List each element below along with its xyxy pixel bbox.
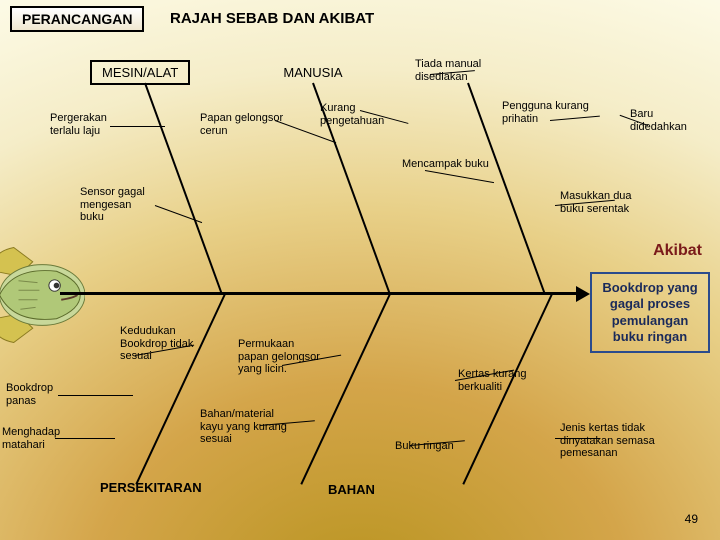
header-tab: PERANCANGAN [10, 6, 144, 32]
result-box: Bookdrop yang gagal proses pemulangan bu… [590, 272, 710, 353]
bone-persekitaran [135, 294, 226, 485]
cause-jenis-kertas: Jenis kertas tidak dinyatakan semasa pem… [560, 422, 655, 460]
cause-pergerakan: Pergerakan terlalu laju [50, 112, 107, 137]
cause-kedudukan: Kedudukan Bookdrop tidak sesuai [120, 325, 193, 363]
cause-sensor-gagal: Sensor gagal mengesan buku [80, 186, 145, 224]
cause-menghadap: Menghadap matahari [2, 426, 60, 451]
header-title: RAJAH SEBAB DAN AKIBAT [170, 10, 374, 27]
cause-tiada-manual: Tiada manual disediakan [415, 58, 481, 83]
cause-pengguna-kurang: Pengguna kurang prihatin [502, 100, 589, 125]
akibat-label: Akibat [653, 242, 702, 260]
cause-kertas-kurang: Kertas kurang berkualiti [458, 368, 526, 393]
tick-8 [155, 205, 202, 223]
cause-permukaan: Permukaan papan gelongsor yang licin. [238, 338, 320, 376]
tick-7 [425, 170, 494, 183]
cause-bookdrop-panas: Bookdrop panas [6, 382, 53, 407]
category-bahan: BAHAN [328, 482, 375, 497]
cause-kurang-pengetahuan: Kurang pengetahuan [320, 102, 384, 127]
category-persekitaran: PERSEKITARAN [100, 480, 202, 495]
fishbone-spine [60, 292, 580, 295]
bone-bahan [300, 294, 391, 485]
page-number: 49 [685, 512, 698, 526]
cause-baru-didedahkan: Baru didedahkan [630, 108, 687, 133]
tick-11 [58, 395, 133, 396]
cause-papan-gelongsor: Papan gelongsor cerun [200, 112, 283, 137]
category-mesin: MESIN/ALAT [90, 60, 190, 85]
tick-12 [55, 438, 115, 439]
fishbone-spine-arrow [576, 286, 590, 302]
category-manusia: MANUSIA [268, 62, 358, 83]
cause-buku-ringan: Buku ringan [395, 440, 454, 453]
cause-masukkan-dua: Masukkan dua buku serentak [560, 190, 632, 215]
cause-mencampak: Mencampak buku [402, 158, 489, 171]
cause-bahan-kayu: Bahan/material kayu yang kurang sesuai [200, 408, 287, 446]
tick-1 [110, 126, 165, 127]
fish-head-icon [0, 240, 85, 350]
